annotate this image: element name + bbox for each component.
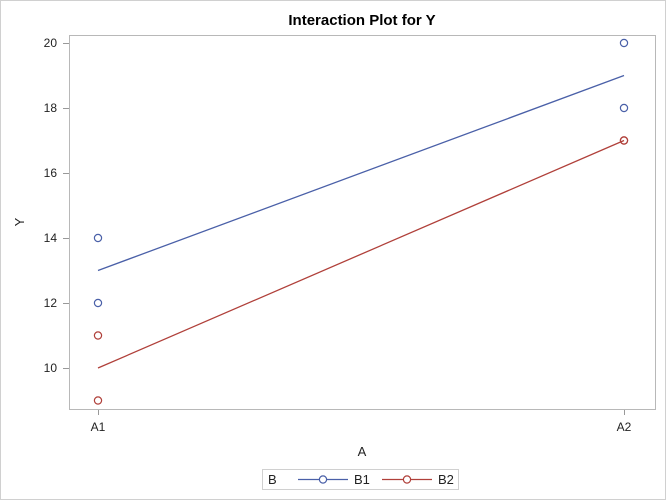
x-axis: A1 A2: [91, 410, 632, 434]
mean-line: [97, 139, 625, 369]
data-point-marker: [93, 298, 103, 308]
legend-box: [262, 469, 459, 490]
data-point-marker: [93, 396, 103, 405]
legend-title: B: [268, 472, 277, 487]
series-b1: [93, 38, 629, 308]
legend-entry-b1: B1: [298, 472, 370, 487]
y-tick-label: 10: [44, 361, 58, 375]
legend: B B1 B2: [262, 469, 459, 490]
data-point-marker: [93, 233, 103, 243]
y-tick-label: 14: [44, 231, 58, 245]
plot-area: [69, 35, 656, 410]
x-tick-label: A2: [617, 420, 632, 434]
x-axis-label: A: [358, 444, 367, 459]
legend-label: B2: [438, 472, 454, 487]
legend-entry-b2: B2: [382, 472, 454, 487]
chart-title: Interaction Plot for Y: [288, 12, 435, 29]
series-b2: [93, 136, 629, 405]
x-tick-label: A1: [91, 420, 106, 434]
y-axis-label: Y: [12, 217, 27, 226]
legend-label: B1: [354, 472, 370, 487]
y-axis: 10 12 14 16 18 20: [44, 36, 69, 375]
data-point-marker: [93, 331, 103, 340]
legend-marker-icon: [402, 475, 412, 484]
y-tick-label: 16: [44, 166, 58, 180]
mean-line: [97, 74, 625, 272]
y-tick-label: 20: [44, 36, 58, 50]
y-tick-label: 12: [44, 296, 58, 310]
data-point-marker: [619, 38, 629, 48]
y-tick-label: 18: [44, 101, 58, 115]
legend-marker-icon: [318, 475, 328, 484]
data-point-marker: [619, 136, 629, 145]
series-group: [93, 38, 629, 405]
data-point-marker: [619, 103, 629, 113]
